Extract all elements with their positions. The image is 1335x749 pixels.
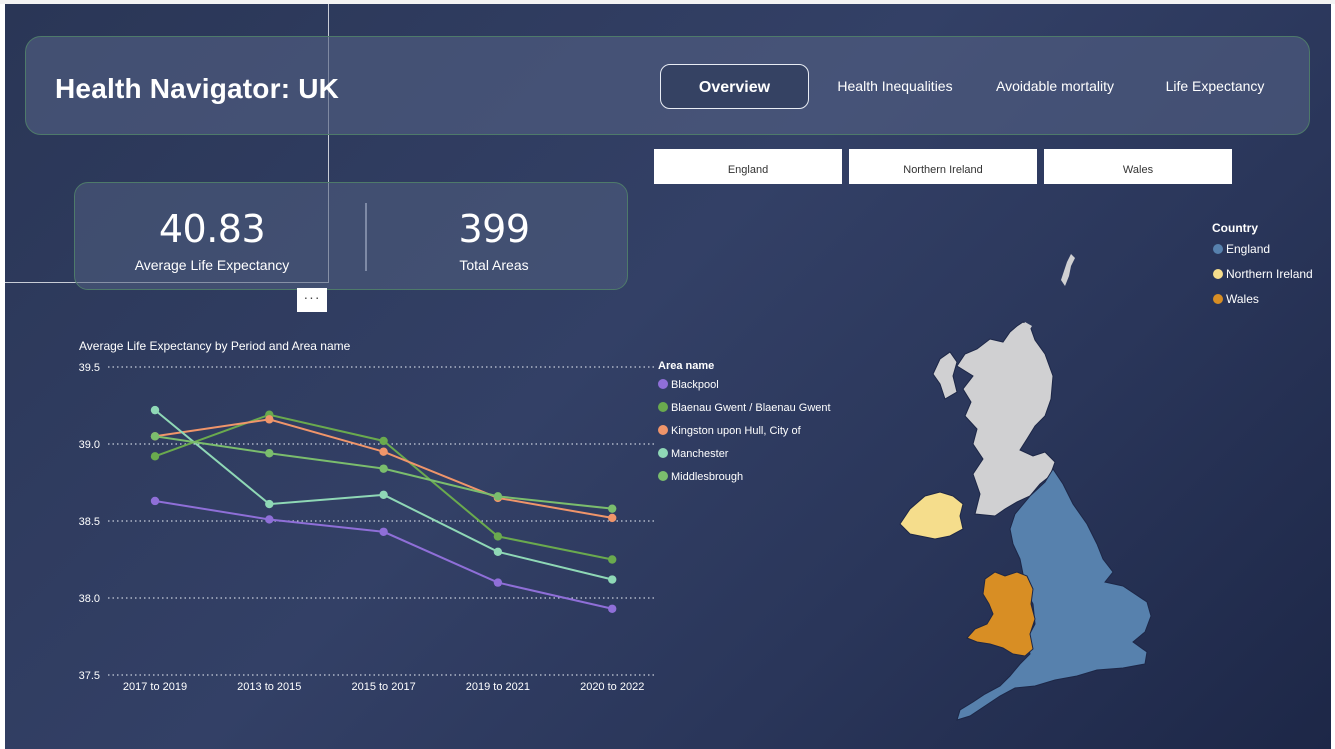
avg-life-expectancy-label: Average Life Expectancy — [134, 257, 290, 273]
legend-dot — [1213, 294, 1223, 304]
chart-legend-title: Area name — [658, 360, 715, 372]
map-region-orkney[interactable] — [1020, 322, 1032, 334]
tab-overview[interactable]: Overview — [660, 64, 809, 109]
data-point[interactable] — [150, 405, 160, 415]
data-point[interactable] — [265, 515, 274, 524]
map-legend-title: Country — [1212, 221, 1258, 235]
top-strip — [0, 0, 1335, 4]
uk-map — [899, 254, 1152, 721]
data-point[interactable] — [608, 604, 617, 613]
data-point[interactable] — [493, 532, 503, 541]
legend-item-kingston-upon-hull[interactable]: Kingston upon Hull, City of — [658, 425, 801, 437]
data-point[interactable] — [379, 447, 388, 456]
legend-dot — [658, 471, 668, 481]
map-legend-northern-ireland[interactable]: Northern Ireland — [1213, 267, 1313, 281]
map-region-shetland[interactable] — [1061, 254, 1075, 286]
page-title: Health Navigator: UK — [55, 73, 340, 104]
tab-life-expectancy[interactable]: Life Expectancy — [1165, 78, 1265, 94]
legend-dot — [1213, 244, 1223, 254]
data-point[interactable] — [379, 464, 388, 473]
line-chart: Average Life Expectancy by Period and Ar… — [79, 339, 657, 693]
legend-dot — [658, 448, 668, 458]
data-point[interactable] — [608, 504, 617, 513]
data-point[interactable] — [150, 432, 160, 441]
map-legend-wales[interactable]: Wales — [1213, 292, 1259, 306]
map-region-scotland-isles[interactable] — [932, 351, 958, 400]
data-point[interactable] — [379, 436, 388, 446]
legend-label: England — [1226, 242, 1271, 256]
legend-item-middlesbrough[interactable]: Middlesbrough — [658, 471, 743, 483]
map-legend-england[interactable]: England — [1213, 242, 1270, 256]
slicer-wales[interactable]: Wales — [1044, 149, 1232, 184]
legend-dot — [658, 379, 668, 389]
total-areas-label: Total Areas — [459, 257, 529, 273]
legend-dot — [658, 425, 668, 435]
x-tick-label: 2013 to 2015 — [237, 681, 301, 693]
y-tick-label: 39.5 — [79, 362, 100, 374]
kpi-card: 40.83 Average Life Expectancy 399 Total … — [74, 182, 628, 290]
avg-life-expectancy-value: 40.83 — [158, 207, 266, 251]
data-point[interactable] — [608, 555, 617, 564]
y-tick-label: 38.0 — [79, 593, 100, 605]
data-point[interactable] — [493, 492, 503, 501]
legend-label: Middlesbrough — [671, 471, 744, 483]
data-point[interactable] — [265, 449, 274, 458]
legend-label: Wales — [1226, 292, 1259, 306]
data-point[interactable] — [150, 452, 160, 461]
total-areas-value: 399 — [458, 207, 530, 251]
data-point[interactable] — [493, 547, 503, 556]
x-tick-label: 2017 to 2019 — [123, 681, 187, 693]
data-point[interactable] — [608, 513, 617, 523]
legend-label: Northern Ireland — [1226, 267, 1313, 281]
y-axis-ticks: 39.5 39.0 38.5 38.0 37.5 — [79, 362, 100, 682]
tab-health-inequalities[interactable]: Health Inequalities — [837, 78, 953, 94]
legend-label: Manchester — [671, 448, 729, 460]
data-point[interactable] — [379, 527, 388, 536]
data-point[interactable] — [265, 415, 274, 424]
chart-series — [150, 405, 617, 613]
x-tick-label: 2020 to 2022 — [580, 681, 644, 693]
y-tick-label: 39.0 — [79, 439, 100, 451]
map-region-northern-ireland[interactable] — [899, 491, 964, 540]
map-region-england[interactable] — [956, 468, 1152, 721]
y-tick-label: 37.5 — [79, 670, 100, 682]
legend-item-blaenau-gwent[interactable]: Blaenau Gwent / Blaenau Gwent — [658, 402, 831, 414]
legend-label: Blackpool — [671, 379, 719, 391]
legend-label: Blaenau Gwent / Blaenau Gwent — [671, 402, 831, 414]
report-canvas: Health Navigator: UK Overview Health Ine… — [5, 4, 1331, 749]
map-region-wales[interactable] — [966, 571, 1036, 657]
data-point[interactable] — [608, 575, 617, 584]
data-point[interactable] — [265, 499, 274, 509]
slicer-england[interactable]: England — [654, 149, 842, 184]
data-point[interactable] — [493, 578, 503, 587]
legend-dot — [1213, 269, 1223, 279]
legend-item-manchester[interactable]: Manchester — [658, 448, 728, 460]
kpi-divider — [365, 203, 367, 271]
data-point[interactable] — [379, 490, 388, 500]
legend-label: Kingston upon Hull, City of — [671, 425, 801, 437]
data-point[interactable] — [150, 496, 160, 506]
legend-item-blackpool[interactable]: Blackpool — [658, 379, 719, 391]
chart-title: Average Life Expectancy by Period and Ar… — [79, 339, 351, 353]
header-banner: Health Navigator: UK Overview Health Ine… — [25, 36, 1310, 135]
slicer-northern-ireland[interactable]: Northern Ireland — [849, 149, 1037, 184]
x-tick-label: 2015 to 2017 — [351, 681, 415, 693]
more-options-button[interactable]: ··· — [297, 288, 327, 312]
y-tick-label: 38.5 — [79, 516, 100, 528]
x-axis-ticks: 2017 to 2019 2013 to 2015 2015 to 2017 2019… — [123, 681, 644, 693]
tab-avoidable-mortality[interactable]: Avoidable mortality — [995, 78, 1115, 94]
x-tick-label: 2019 to 2021 — [466, 681, 530, 693]
legend-dot — [658, 402, 668, 412]
